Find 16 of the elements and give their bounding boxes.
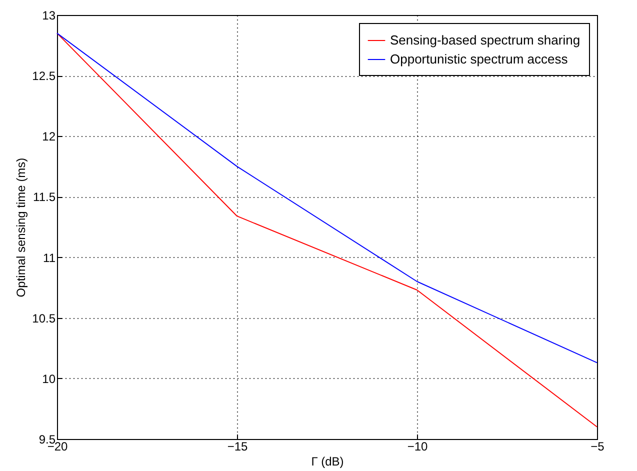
x-tick-label: −5	[590, 440, 605, 454]
y-tick-label: 13	[42, 8, 56, 22]
x-axis-title: Γ (dB)	[311, 454, 344, 468]
y-tick-label: 12.5	[32, 69, 56, 84]
legend-label: Sensing-based spectrum sharing	[390, 32, 580, 48]
line-series	[56, 32, 598, 364]
y-axis-title: Optimal sensing time (ms)	[14, 158, 28, 298]
y-tick-label: 10	[42, 372, 56, 386]
x-tick-label: −15	[227, 440, 248, 454]
line-series	[56, 32, 598, 428]
x-tick-label: −10	[407, 440, 428, 454]
y-tick-label: 12	[42, 130, 56, 144]
legend-label: Opportunistic spectrum access	[390, 52, 568, 66]
y-tick-label: 11.5	[33, 190, 56, 204]
y-tick-label: 11	[43, 250, 56, 265]
y-tick-label: 10.5	[32, 311, 56, 326]
